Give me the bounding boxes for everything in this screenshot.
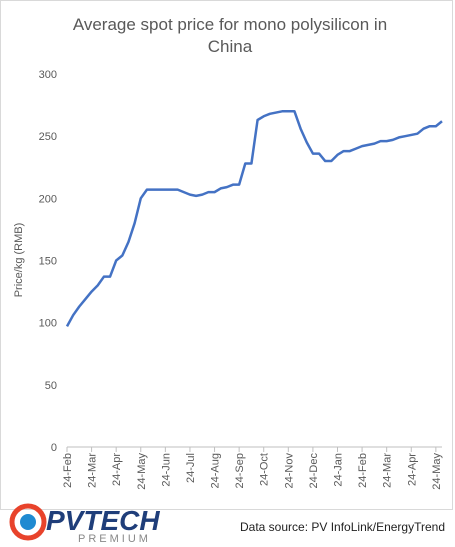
x-tick-label: 24-Jun xyxy=(160,453,172,487)
x-tick-label: 24-Mar xyxy=(87,453,99,488)
chart-title: Average spot price for mono polysilicon … xyxy=(72,15,388,56)
x-tick-label: 24-May xyxy=(431,453,443,490)
x-tick-label: 24-Mar xyxy=(382,453,394,488)
x-tick-label: 24-Oct xyxy=(259,453,271,486)
logo-name: PVTECH xyxy=(46,505,160,536)
chart-frame xyxy=(0,0,453,510)
y-tick-label: 200 xyxy=(39,193,57,205)
logo: PVTECH PREMIUM xyxy=(9,503,160,545)
x-tick-label: 24-Jan xyxy=(332,453,344,487)
x-tick-label: 24-Feb xyxy=(357,453,369,488)
x-tick-label: 24-Apr xyxy=(111,453,123,486)
x-tick-label: 24-Aug xyxy=(210,453,222,488)
logo-core xyxy=(20,514,36,530)
x-tick-label: 24-Sep xyxy=(234,453,246,488)
line-series xyxy=(65,110,443,328)
source-note: Data source: PV InfoLink/EnergyTrend xyxy=(240,520,445,534)
y-tick-label: 50 xyxy=(45,380,57,392)
x-tick-label: 24-May xyxy=(136,453,148,490)
x-tick-label: 24-Apr xyxy=(406,453,418,486)
y-tick-label: 0 xyxy=(51,442,57,454)
y-tick-label: 250 xyxy=(39,131,57,143)
y-tick-label: 150 xyxy=(39,256,57,268)
x-tick-label: 24-Dec xyxy=(308,453,320,489)
y-tick-label: 100 xyxy=(39,318,57,330)
logo-ring xyxy=(9,503,47,541)
logo-tagline: PREMIUM xyxy=(78,533,151,545)
y-axis-label: Price/kg (RMB) xyxy=(13,223,25,298)
x-tick-label: 24-Feb xyxy=(62,453,74,488)
y-tick-label: 300 xyxy=(39,69,57,81)
x-tick-label: 24-Nov xyxy=(283,453,295,489)
x-tick-label: 24-Jul xyxy=(185,453,197,483)
